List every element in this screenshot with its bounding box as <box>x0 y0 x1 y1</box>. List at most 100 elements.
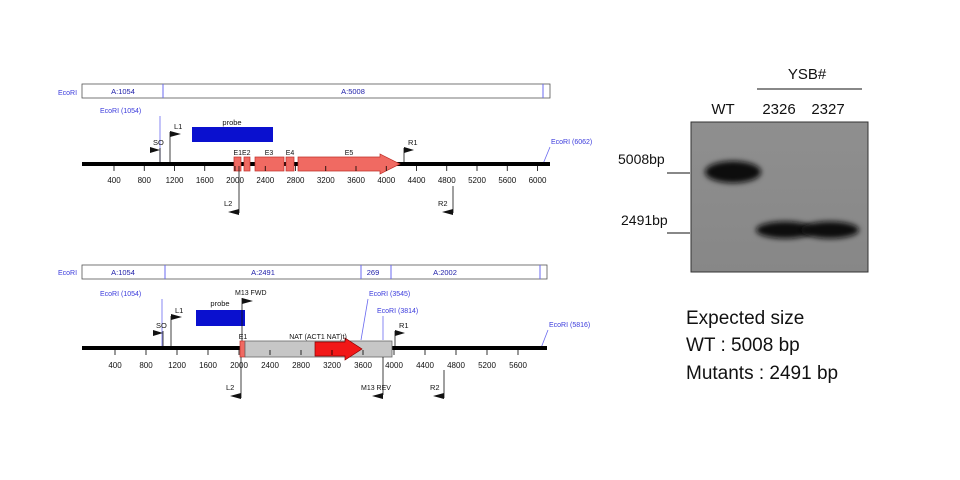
scale-tick-label: 5200 <box>468 176 486 185</box>
mutant-locus-map: EcoRI A:1054 A:2491 269 A:2002 EcoRI (10… <box>58 264 590 399</box>
southern-blot-gel: YSB# WT 2326 2327 5008bp 2491bp <box>618 66 869 273</box>
exon-e1-label: E1 <box>239 334 248 341</box>
primer-r1-arrow <box>404 147 414 153</box>
scale-tick-label: 2800 <box>292 361 310 370</box>
exon-e5-arrow <box>297 153 401 175</box>
scale-ticks: 400 800 1200 1600 2000 2400 2800 3200 3600 4000 44… <box>108 350 527 370</box>
exon-e3-label: E3 <box>265 150 274 157</box>
primer-r2-label: R2 <box>438 199 448 208</box>
primer-m13rev-arrow <box>372 393 383 399</box>
nat-label: NAT (ACT1 NAT)t) <box>289 334 347 341</box>
exon-e1 <box>233 156 242 172</box>
segment-a1054: A:1054 <box>111 268 135 277</box>
wt-locus-map: EcoRI A:1054 A:5008 EcoRI (1054) EcoRI (… <box>58 83 592 215</box>
scale-tick-label: 400 <box>108 361 122 370</box>
scale-tick-label: 3600 <box>347 176 365 185</box>
scale-tick-label: 4000 <box>377 176 395 185</box>
exon-e5-label: E5 <box>345 150 354 157</box>
scale-tick-label: 4400 <box>408 176 426 185</box>
expected-wt: WT : 5008 bp <box>686 335 800 356</box>
ecori-6062-label: EcoRI (6062) <box>551 139 592 146</box>
ecori-3545-label: EcoRI (3545) <box>369 291 410 298</box>
probe-label: probe <box>222 118 241 127</box>
marker-5008-label: 5008bp <box>618 151 665 167</box>
nat-arrow <box>314 337 363 361</box>
primer-r2-arrow <box>433 393 444 399</box>
scale-tick-label: 4800 <box>447 361 465 370</box>
scale-tick-label: 5200 <box>478 361 496 370</box>
ecori-3814-label: EcoRI (3814) <box>377 308 418 315</box>
expected-mutants: Mutants : 2491 bp <box>686 363 838 384</box>
primer-r1-label: R1 <box>408 138 418 147</box>
primer-m13fwd-arrow <box>242 298 253 304</box>
primer-l1-arrow <box>171 314 182 320</box>
primer-l2-label: L2 <box>226 383 234 392</box>
scale-tick-label: 800 <box>138 176 152 185</box>
scale-tick-label: 5600 <box>509 361 527 370</box>
segment-269: 269 <box>367 268 380 277</box>
ecori-left-label: EcoRI <box>58 270 77 277</box>
primer-r2-arrow <box>442 209 453 215</box>
scale-tick-label: 4800 <box>438 176 456 185</box>
band-2327-2491 <box>801 221 859 239</box>
scale-tick-label: 800 <box>139 361 153 370</box>
marker-2491-label: 2491bp <box>621 212 668 228</box>
exon-e3 <box>254 156 285 172</box>
exon-e2 <box>243 156 251 172</box>
primer-r1-label: R1 <box>399 321 409 330</box>
primer-l2-arrow <box>230 393 241 399</box>
ecori-left-label: EcoRI <box>58 90 77 97</box>
primer-so-arrow <box>150 147 160 153</box>
primer-so-label: SO <box>153 138 164 147</box>
segment-a2491: A:2491 <box>251 268 275 277</box>
scale-tick-label: 1200 <box>168 361 186 370</box>
lane-2327-label: 2327 <box>811 101 844 118</box>
scale-tick-label: 2000 <box>230 361 248 370</box>
primer-l1-label: L1 <box>175 306 183 315</box>
scale-tick-label: 4400 <box>416 361 434 370</box>
primer-l1-label: L1 <box>174 122 182 131</box>
lane-wt-label: WT <box>711 101 734 118</box>
band-2326-2491 <box>756 221 814 239</box>
expected-title: Expected size <box>686 308 804 329</box>
scale-tick-label: 1600 <box>199 361 217 370</box>
scale-tick-label: 6000 <box>529 176 547 185</box>
scale-tick-label: 2800 <box>287 176 305 185</box>
scale-tick-label: 3200 <box>323 361 341 370</box>
primer-r2-label: R2 <box>430 383 440 392</box>
expected-size-note: Expected size WT : 5008 bp Mutants : 249… <box>686 308 838 384</box>
segment-a5008: A:5008 <box>341 87 365 96</box>
primer-l2-label: L2 <box>224 199 232 208</box>
scale-tick-label: 3200 <box>317 176 335 185</box>
exon-e4-label: E4 <box>286 150 295 157</box>
scale-tick-label: 400 <box>107 176 121 185</box>
scale-tick-label: 3600 <box>354 361 372 370</box>
scale-tick-label: 5600 <box>498 176 516 185</box>
primer-so-label: SO <box>156 321 167 330</box>
scale-tick-label: 1600 <box>196 176 214 185</box>
ysb-header: YSB# <box>788 66 827 83</box>
exon-e1e2-label: E1E2 <box>233 150 250 157</box>
segment-a2002: A:2002 <box>433 268 457 277</box>
ecori-1054-label: EcoRI (1054) <box>100 291 141 298</box>
scale-tick-label: 2000 <box>226 176 244 185</box>
scale-tick-label: 1200 <box>166 176 184 185</box>
segment-a1054: A:1054 <box>111 87 135 96</box>
probe-bar <box>196 310 245 326</box>
primer-l1-arrow <box>170 131 181 137</box>
probe-label: probe <box>210 299 229 308</box>
scale-tick-label: 2400 <box>261 361 279 370</box>
primer-l2-arrow <box>228 209 239 215</box>
segment-bar <box>81 264 548 280</box>
probe-bar <box>192 127 273 142</box>
ecori-5816-label: EcoRI (5816) <box>549 322 590 329</box>
scale-tick-label: 2400 <box>256 176 274 185</box>
scale-ticks: 400 800 1200 1600 2000 2400 2800 3200 3600 4000 44… <box>107 166 547 185</box>
primer-m13rev-label: M13 REV <box>361 385 391 392</box>
exon-e4 <box>285 156 295 172</box>
primer-m13fwd-label: M13 FWD <box>235 290 267 297</box>
band-wt-5008 <box>705 161 761 183</box>
ecori-1054-label: EcoRI (1054) <box>100 108 141 115</box>
lane-2326-label: 2326 <box>762 101 795 118</box>
